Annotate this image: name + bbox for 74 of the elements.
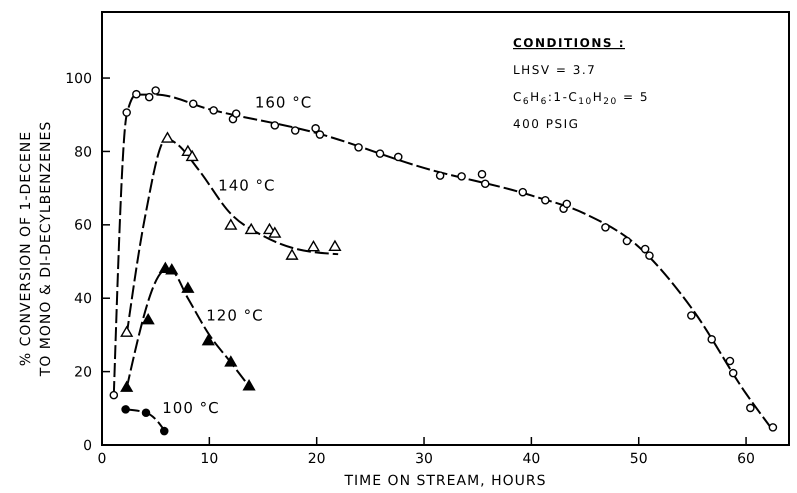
x-tick-label: 10 <box>200 451 218 467</box>
point <box>480 179 490 188</box>
point <box>746 404 755 412</box>
series-label: 120 °C <box>206 306 264 325</box>
point <box>726 356 734 366</box>
point <box>224 356 237 367</box>
y-tick-label: 100 <box>65 70 92 87</box>
point <box>707 335 716 344</box>
point <box>202 334 214 346</box>
point <box>270 121 280 130</box>
point <box>120 326 133 337</box>
point <box>311 124 320 133</box>
x-tick-label: 0 <box>98 451 106 467</box>
series-label: 160 °C <box>254 93 312 112</box>
series-label: 100 °C <box>162 399 220 418</box>
y-tick-label: 80 <box>74 144 92 160</box>
point <box>436 171 444 180</box>
y-tick-label: 40 <box>74 291 92 308</box>
point <box>562 200 572 208</box>
point <box>232 109 240 118</box>
point <box>640 244 650 254</box>
series-label: 140 °C <box>218 176 276 194</box>
point <box>121 405 130 414</box>
point <box>394 152 403 162</box>
point <box>110 390 118 400</box>
annotation: 400 PSIG <box>513 117 580 131</box>
x-tick-label: 60 <box>737 451 755 467</box>
point <box>286 249 298 260</box>
x-tick-label: 40 <box>522 451 540 467</box>
x-axis-title: TIME ON STREAM, HOURS <box>344 473 546 489</box>
point <box>245 223 258 234</box>
point <box>182 282 194 293</box>
point <box>541 196 550 205</box>
point <box>122 108 131 117</box>
point <box>268 227 281 238</box>
point <box>307 240 320 252</box>
point <box>354 143 363 152</box>
annotation: LHSV = 3.7 <box>513 63 596 77</box>
point <box>518 188 528 196</box>
y-tick-label: 60 <box>74 218 92 234</box>
point <box>186 150 198 162</box>
point <box>457 172 466 181</box>
point <box>290 126 300 135</box>
text: C$_{6}$H$_{6}$:1-C$_{10}$H$_{20}$ = 5 <box>513 90 650 107</box>
x-tick-label: 30 <box>415 451 433 467</box>
point <box>142 408 150 417</box>
point <box>242 380 256 390</box>
point <box>161 132 174 143</box>
point <box>601 223 610 232</box>
point <box>120 381 133 392</box>
point <box>166 264 178 274</box>
point <box>209 106 218 115</box>
point <box>376 149 384 158</box>
point <box>728 368 738 378</box>
point <box>328 240 342 252</box>
x-tick-label: 50 <box>630 451 648 467</box>
point <box>224 219 237 230</box>
point <box>142 314 154 324</box>
y-axis-title: % CONVERSION OF 1-DECENE TO MONO & DI-DECYLBENZENES <box>18 120 54 378</box>
point <box>151 86 160 95</box>
point <box>622 236 632 246</box>
point <box>645 251 654 260</box>
x-tick-label: 20 <box>308 451 326 467</box>
point <box>132 90 141 98</box>
point <box>478 170 486 178</box>
y-tick-label: 20 <box>74 364 92 381</box>
y-tick-label: 0 <box>83 438 92 454</box>
point <box>316 130 324 139</box>
point <box>160 426 169 436</box>
point <box>687 311 696 320</box>
annotation: CONDITIONS : <box>513 36 625 50</box>
point <box>144 92 154 102</box>
point <box>768 423 778 432</box>
point <box>188 99 198 108</box>
